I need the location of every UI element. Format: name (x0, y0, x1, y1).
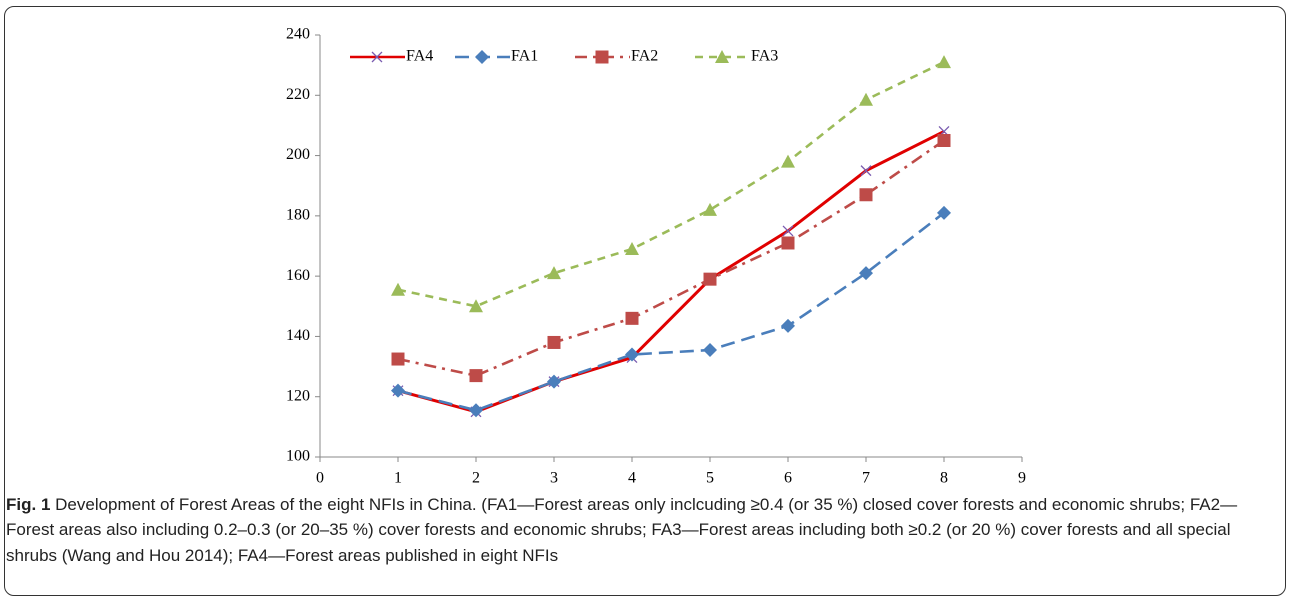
marker (937, 134, 951, 147)
x-tick-label: 7 (862, 470, 870, 487)
y-tick-label: 140 (286, 327, 310, 344)
x-tick-label: 6 (784, 470, 792, 487)
marker (782, 225, 794, 237)
y-tick-label: 240 (286, 26, 310, 43)
x-tick-label: 4 (628, 470, 636, 487)
marker (703, 202, 717, 216)
x-tick-label: 8 (940, 470, 948, 487)
x-tick-label: 1 (394, 470, 402, 487)
y-tick-label: 100 (286, 448, 310, 465)
legend-label: FA2 (631, 48, 658, 65)
series-line (397, 60, 945, 308)
marker (469, 403, 483, 418)
x-tick-label: 3 (550, 470, 558, 487)
x-tick-label: 2 (472, 470, 480, 487)
marker (859, 92, 873, 106)
chart: 100 120 140 160 180 200 220 240 0 1 2 3 4 5 6 7 8 9 FA4 FA1… (286, 26, 1026, 487)
x-tick-label: 0 (316, 470, 324, 487)
marker (391, 352, 405, 366)
marker (547, 335, 561, 349)
y-tick-label: 200 (286, 146, 310, 163)
marker (715, 50, 729, 63)
caption: Fig. 1 Development of Forest Areas of th… (6, 492, 1276, 568)
marker (937, 55, 951, 69)
marker (391, 383, 405, 398)
marker (547, 374, 561, 389)
marker (859, 266, 873, 281)
x-tick-label: 9 (1018, 470, 1026, 487)
legend-label: FA4 (406, 48, 433, 65)
marker (469, 299, 483, 313)
marker (859, 188, 873, 202)
marker (371, 51, 383, 63)
y-tick-label: 180 (286, 207, 310, 224)
marker (781, 236, 795, 250)
marker (391, 282, 405, 296)
x-tick-label: 5 (706, 470, 714, 487)
series-line (397, 139, 945, 377)
marker (703, 272, 717, 286)
marker (703, 342, 717, 357)
y-tick-label: 120 (286, 387, 310, 404)
marker (781, 154, 795, 168)
marker (625, 242, 639, 256)
legend-label: FA1 (511, 48, 538, 65)
legend-label: FA3 (751, 48, 778, 65)
marker (860, 165, 872, 177)
series-line (397, 211, 945, 412)
marker (937, 205, 951, 220)
caption-label: Fig. 1 (6, 495, 51, 514)
marker (469, 369, 483, 383)
marker (475, 50, 489, 64)
marker (595, 50, 609, 64)
marker (781, 318, 795, 333)
marker (547, 266, 561, 280)
y-tick-label: 220 (286, 86, 310, 103)
marker (625, 311, 639, 325)
y-tick-label: 160 (286, 267, 310, 284)
marker (625, 347, 639, 362)
caption-text: Development of Forest Areas of the eight… (6, 495, 1238, 565)
